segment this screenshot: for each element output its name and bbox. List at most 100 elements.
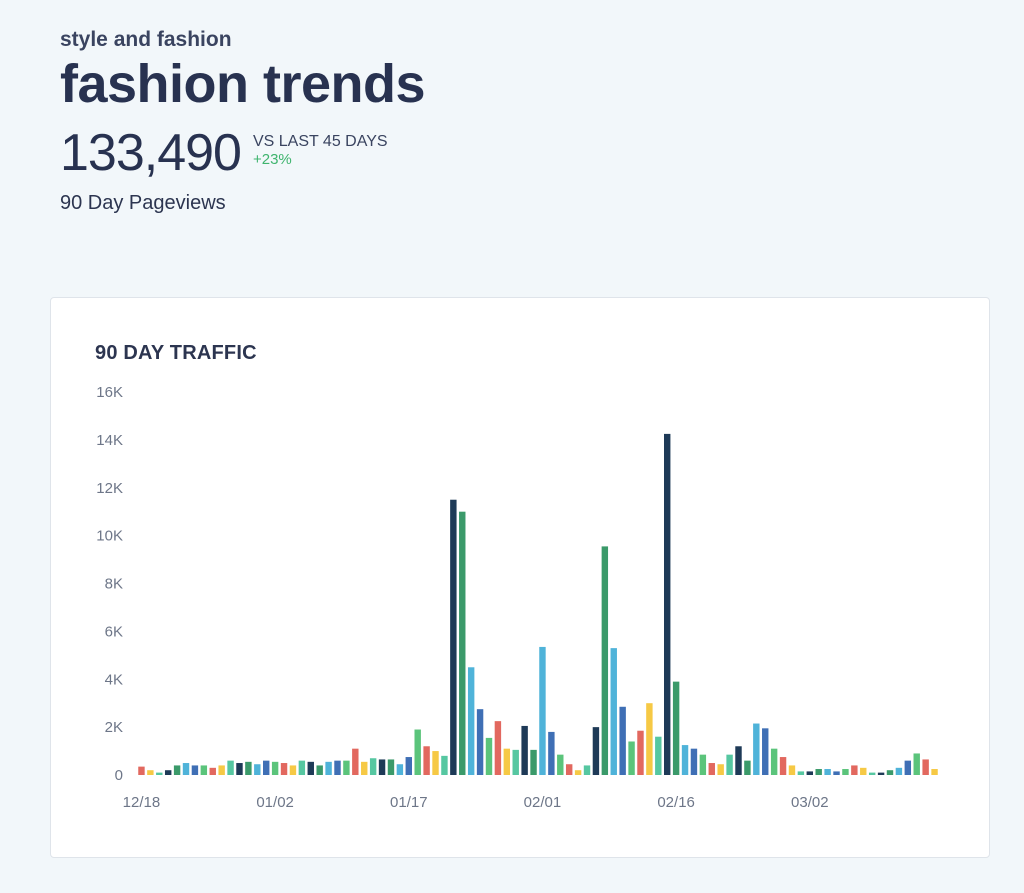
bar-03-01[interactable] <box>788 765 796 775</box>
bar-12-18[interactable] <box>138 766 145 775</box>
bar-02-03[interactable] <box>557 754 564 775</box>
bar-01-13[interactable] <box>369 758 377 775</box>
bar-01-21[interactable] <box>441 755 448 775</box>
bar-02-27[interactable] <box>770 748 778 775</box>
bar-02-16[interactable] <box>672 681 680 775</box>
bar-02-23[interactable] <box>735 746 742 775</box>
metric-caption: 90 Day Pageviews <box>60 192 226 214</box>
bar-02-18[interactable] <box>690 748 698 775</box>
bar-01-31[interactable] <box>530 749 537 775</box>
bar-01-23[interactable] <box>459 511 466 775</box>
bar-01-09[interactable] <box>334 760 341 775</box>
bar-01-28[interactable] <box>503 748 511 775</box>
bar-03-14[interactable] <box>904 760 912 775</box>
bar-01-01[interactable] <box>263 760 270 775</box>
bar-01-15[interactable] <box>387 759 395 775</box>
bar-01-06[interactable] <box>307 761 314 775</box>
bar-02-07[interactable] <box>592 727 600 776</box>
bar-02-15[interactable] <box>664 433 671 775</box>
bar-02-10[interactable] <box>619 706 626 775</box>
bar-01-24[interactable] <box>467 667 475 775</box>
bar-01-29[interactable] <box>512 749 519 775</box>
bar-02-13[interactable] <box>646 703 653 775</box>
bar-03-10[interactable] <box>868 772 876 775</box>
bar-01-02[interactable] <box>271 761 279 775</box>
bar-12-29[interactable] <box>236 763 243 775</box>
bar-02-24[interactable] <box>744 760 751 775</box>
bar-02-21[interactable] <box>717 764 724 775</box>
bar-01-08[interactable] <box>325 761 332 775</box>
bar-01-18[interactable] <box>414 729 421 775</box>
bar-02-20[interactable] <box>708 763 715 775</box>
bar-03-11[interactable] <box>877 772 885 775</box>
bar-12-25[interactable] <box>200 765 208 775</box>
bar-03-12[interactable] <box>886 770 894 775</box>
bar-01-25[interactable] <box>476 709 484 775</box>
bar-02-26[interactable] <box>762 728 769 775</box>
bar-03-13[interactable] <box>895 767 903 775</box>
bar-03-06[interactable] <box>833 771 840 775</box>
bar-12-21[interactable] <box>164 770 172 775</box>
bar-01-17[interactable] <box>405 757 412 775</box>
bar-03-08[interactable] <box>851 765 858 775</box>
bar-03-15[interactable] <box>913 753 920 775</box>
bar-12-24[interactable] <box>191 765 199 775</box>
bar-12-19[interactable] <box>147 770 154 775</box>
bar-03-02[interactable] <box>797 771 805 775</box>
bar-03-07[interactable] <box>842 769 849 775</box>
bar-01-26[interactable] <box>485 737 493 775</box>
bar-01-30[interactable] <box>521 725 528 775</box>
bar-02-11[interactable] <box>628 741 635 775</box>
bar-03-16[interactable] <box>922 759 929 775</box>
x-tick-label: 02/16 <box>657 794 695 811</box>
bar-02-28[interactable] <box>779 757 787 775</box>
bar-01-14[interactable] <box>378 759 386 775</box>
bar-12-30[interactable] <box>245 761 252 775</box>
comparison-label: VS LAST 45 DAYS <box>252 133 388 150</box>
bar-01-19[interactable] <box>423 746 430 775</box>
bar-02-25[interactable] <box>753 723 760 775</box>
bar-01-16[interactable] <box>396 764 404 775</box>
bar-12-27[interactable] <box>218 765 225 775</box>
bar-01-03[interactable] <box>280 763 288 775</box>
page-title: fashion trends <box>60 54 426 114</box>
bar-12-23[interactable] <box>182 763 190 775</box>
bar-12-28[interactable] <box>227 760 234 775</box>
bar-02-05[interactable] <box>574 770 582 775</box>
bar-02-19[interactable] <box>699 754 707 775</box>
bar-01-20[interactable] <box>432 751 439 775</box>
bar-02-17[interactable] <box>681 745 689 775</box>
bar-03-09[interactable] <box>860 767 867 775</box>
bar-12-22[interactable] <box>173 765 181 775</box>
bar-02-04[interactable] <box>565 764 573 775</box>
bar-02-01[interactable] <box>539 646 546 775</box>
y-tick-label: 14K <box>96 432 123 449</box>
bar-02-08[interactable] <box>601 546 609 775</box>
bar-02-02[interactable] <box>548 731 555 775</box>
bar-12-26[interactable] <box>209 767 216 775</box>
traffic-chart-card: 90 DAY TRAFFIC 0 2K 4K 6K 8K 10K 12K 14K 16K 12/… <box>50 297 990 858</box>
bar-03-04[interactable] <box>815 769 822 775</box>
bar-01-11[interactable] <box>352 748 359 775</box>
page-header: style and fashion fashion trends 133,490… <box>60 26 426 215</box>
bar-02-14[interactable] <box>655 736 662 775</box>
bar-03-17[interactable] <box>931 769 938 775</box>
y-tick-label: 8K <box>105 576 123 593</box>
bar-01-05[interactable] <box>298 760 306 775</box>
bar-03-05[interactable] <box>824 769 831 775</box>
bar-02-12[interactable] <box>637 730 644 775</box>
bar-01-27[interactable] <box>494 721 502 775</box>
bar-02-09[interactable] <box>610 648 617 775</box>
bar-01-07[interactable] <box>316 765 323 775</box>
bar-02-22[interactable] <box>726 754 733 775</box>
bar-02-06[interactable] <box>583 765 591 775</box>
bar-12-20[interactable] <box>156 772 163 775</box>
bar-03-03[interactable] <box>806 771 813 775</box>
y-tick-label: 12K <box>96 480 123 497</box>
x-tick-label: 01/02 <box>256 794 294 811</box>
bar-01-04[interactable] <box>289 765 297 775</box>
bar-01-12[interactable] <box>361 761 368 775</box>
bar-01-22[interactable] <box>450 499 457 775</box>
bar-12-31[interactable] <box>254 764 261 775</box>
bar-01-10[interactable] <box>343 760 350 775</box>
